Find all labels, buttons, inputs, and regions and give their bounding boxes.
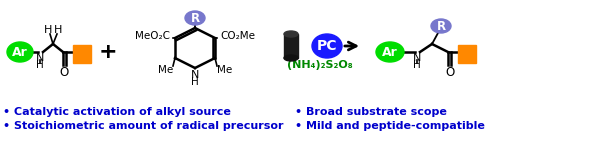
Text: CO₂Me: CO₂Me xyxy=(220,31,255,41)
Text: MeO₂C: MeO₂C xyxy=(135,31,170,41)
Text: • Broad substrate scope: • Broad substrate scope xyxy=(295,107,447,117)
Text: O: O xyxy=(445,66,454,78)
Ellipse shape xyxy=(185,11,205,25)
Text: • Catalytic activation of alkyl source: • Catalytic activation of alkyl source xyxy=(3,107,231,117)
Bar xyxy=(284,34,298,58)
Text: • Mild and peptide-compatible: • Mild and peptide-compatible xyxy=(295,121,485,131)
Text: O: O xyxy=(60,66,69,78)
Text: Me: Me xyxy=(217,65,232,75)
Text: R: R xyxy=(436,19,446,32)
Bar xyxy=(73,45,91,63)
Text: (NH₄)₂S₂O₈: (NH₄)₂S₂O₈ xyxy=(287,60,353,70)
Text: N: N xyxy=(36,53,44,63)
Text: PC: PC xyxy=(317,39,337,53)
Text: H: H xyxy=(44,25,52,35)
Text: H: H xyxy=(191,77,199,87)
Text: N: N xyxy=(191,70,199,80)
Text: H: H xyxy=(413,60,421,70)
Text: H: H xyxy=(36,60,44,70)
Ellipse shape xyxy=(284,55,298,61)
Text: • Stoichiometric amount of radical precursor: • Stoichiometric amount of radical precu… xyxy=(3,121,284,131)
Text: Ar: Ar xyxy=(12,46,28,58)
Ellipse shape xyxy=(376,42,404,62)
Ellipse shape xyxy=(431,19,451,33)
Text: +: + xyxy=(98,42,118,62)
Ellipse shape xyxy=(312,34,342,58)
Ellipse shape xyxy=(7,42,33,62)
Ellipse shape xyxy=(284,31,298,37)
Text: N: N xyxy=(413,53,421,63)
Text: Me: Me xyxy=(158,65,173,75)
Bar xyxy=(458,45,476,63)
Text: R: R xyxy=(190,11,200,25)
Text: Ar: Ar xyxy=(382,46,398,58)
Text: H: H xyxy=(54,25,62,35)
